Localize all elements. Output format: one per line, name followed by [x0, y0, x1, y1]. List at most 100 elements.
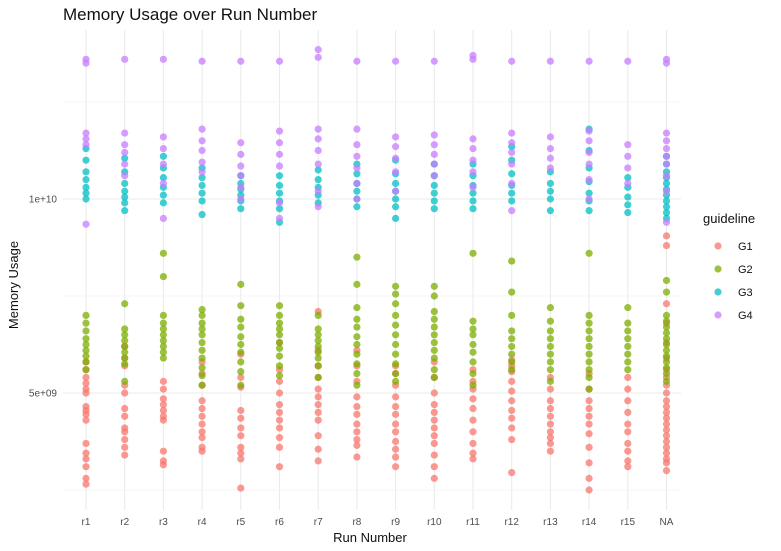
data-point-g4: [82, 220, 90, 228]
data-point-g3: [585, 207, 593, 215]
data-point-g2: [662, 370, 671, 378]
data-point-g4: [159, 214, 167, 222]
data-point-g2: [624, 342, 632, 351]
data-point-g4: [508, 129, 516, 137]
data-point-g2: [353, 350, 361, 358]
data-point-g3: [198, 174, 206, 182]
data-point-g2: [121, 325, 129, 333]
data-point-g2: [159, 319, 167, 327]
data-point-g3: [82, 176, 90, 184]
data-point-g3: [662, 179, 671, 188]
data-point-g2: [198, 319, 206, 327]
data-point-g4: [508, 179, 516, 188]
data-point-g3: [198, 210, 206, 219]
data-point-g2: [624, 335, 632, 343]
x-tick-label: r8: [352, 517, 361, 528]
data-point-g2: [546, 335, 555, 343]
data-point-g1: [430, 463, 438, 471]
data-point-g1: [624, 463, 632, 471]
data-point-g4: [121, 129, 129, 137]
data-point-g2: [624, 358, 632, 366]
data-point-g2: [353, 370, 361, 378]
data-point-g4: [314, 53, 322, 61]
data-point-g1: [430, 389, 438, 397]
data-point-g4: [198, 125, 206, 133]
data-point-g2: [469, 317, 477, 325]
data-point-g2: [585, 366, 593, 374]
data-point-g2: [353, 280, 361, 288]
data-point-g4: [314, 160, 322, 168]
data-point-g3: [314, 166, 322, 174]
data-point-g1: [82, 416, 90, 424]
data-point-g2: [353, 333, 361, 341]
data-point-g4: [198, 158, 206, 166]
x-tick-label: r10: [427, 517, 442, 528]
data-point-g2: [237, 368, 245, 376]
data-point-g2: [237, 333, 245, 341]
data-point-g1: [508, 424, 516, 432]
data-point-g4: [662, 129, 671, 137]
data-point-g3: [546, 195, 555, 203]
data-point-g2: [585, 350, 593, 358]
data-point-g4: [508, 207, 516, 215]
data-point-g3: [624, 193, 632, 201]
data-point-g1: [392, 402, 400, 411]
data-point-g1: [237, 443, 245, 451]
data-point-g1: [469, 428, 477, 436]
data-point-g1: [662, 455, 671, 463]
data-point-g2: [314, 373, 322, 382]
data-point-g3: [624, 201, 632, 209]
data-point-g2: [508, 257, 516, 265]
data-point-g4: [121, 55, 129, 63]
data-point-g1: [430, 401, 438, 409]
data-point-g2: [275, 362, 284, 370]
data-point-g2: [275, 331, 284, 339]
legend-key-g1: [714, 242, 722, 250]
data-point-g1: [508, 468, 516, 477]
data-point-g1: [353, 453, 361, 461]
legend-label-g4: G4: [738, 310, 753, 322]
data-point-g1: [121, 435, 129, 444]
data-point-g2: [546, 377, 555, 385]
data-point-g1: [662, 408, 671, 416]
data-point-g3: [469, 197, 477, 205]
data-point-g4: [430, 131, 438, 139]
data-point-g4: [430, 57, 438, 65]
data-point-g2: [662, 335, 671, 343]
data-point-g3: [121, 187, 129, 195]
data-point-g1: [662, 426, 671, 434]
data-point-g3: [275, 181, 284, 190]
data-point-g1: [121, 451, 129, 459]
data-point-g1: [546, 439, 555, 448]
data-point-g2: [430, 331, 438, 339]
data-point-g2: [198, 364, 206, 372]
data-point-g2: [585, 373, 593, 382]
data-point-g2: [314, 337, 322, 345]
data-point-g2: [237, 381, 245, 389]
data-point-g2: [198, 305, 206, 314]
data-point-g2: [121, 331, 129, 339]
data-point-g2: [624, 350, 632, 358]
data-point-g1: [469, 449, 477, 457]
data-point-g4: [275, 150, 284, 158]
data-point-g1: [508, 387, 516, 395]
data-point-g3: [314, 176, 322, 184]
data-point-g4: [469, 183, 477, 191]
data-point-g4: [82, 55, 90, 63]
data-point-g3: [159, 152, 167, 160]
x-tick-label: r2: [120, 517, 129, 528]
data-point-g1: [314, 457, 322, 465]
data-point-g2: [624, 319, 632, 327]
data-point-g2: [392, 321, 400, 329]
data-point-g1: [508, 377, 516, 385]
data-point-g1: [314, 401, 322, 409]
data-point-g3: [159, 199, 167, 207]
data-point-g4: [353, 57, 361, 65]
data-point-g2: [662, 346, 671, 354]
data-point-g2: [237, 315, 245, 323]
data-point-g2: [82, 335, 90, 343]
data-point-g2: [585, 311, 593, 319]
data-point-g4: [275, 199, 284, 207]
data-point-g2: [314, 325, 322, 333]
x-tick-label: r14: [582, 517, 597, 528]
